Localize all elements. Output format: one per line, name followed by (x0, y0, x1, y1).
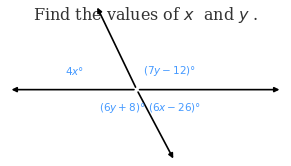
Text: Find the values of $x$  and $y$ .: Find the values of $x$ and $y$ . (33, 5, 258, 25)
Text: $(6y + 8)°$: $(6y + 8)°$ (99, 101, 146, 115)
Text: $(6x - 26)°$: $(6x - 26)°$ (148, 101, 201, 114)
Text: $(7y - 12)°$: $(7y - 12)°$ (143, 64, 196, 78)
Text: $4x°$: $4x°$ (65, 65, 84, 77)
